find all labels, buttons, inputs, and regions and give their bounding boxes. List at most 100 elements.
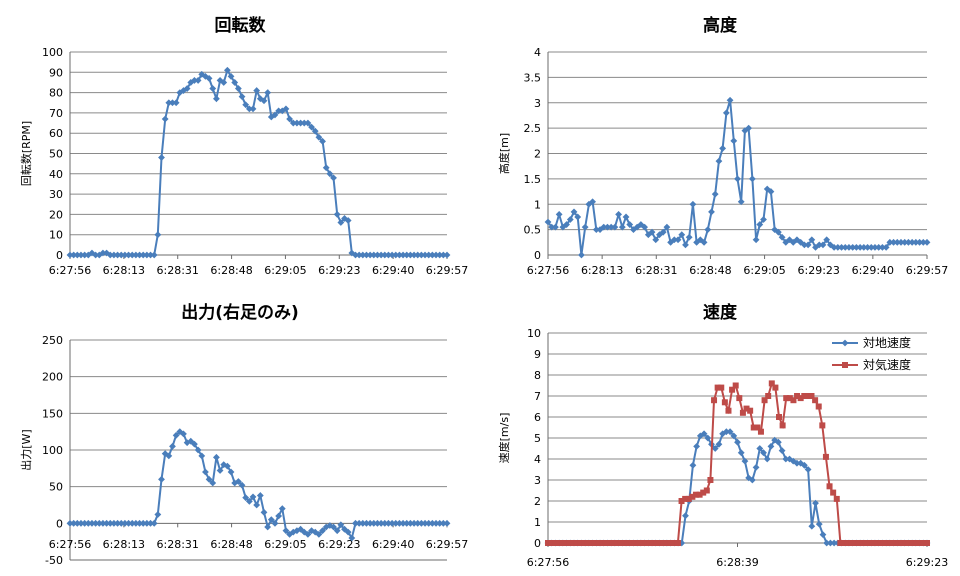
- power-series-0-point: [136, 519, 143, 527]
- rpm-series-0-point: [220, 79, 228, 86]
- speed-series-0-point: [826, 539, 834, 547]
- power-chart: 出力(右足のみ) -50 0 50 100 150 200 250 6:27:56 6:28:13…: [19, 302, 468, 567]
- power-series-0-point: [330, 523, 337, 531]
- rpm-series-0-point: [77, 251, 85, 259]
- alt-series-0-point: [734, 175, 741, 183]
- speed-ytick-label: 0: [534, 537, 541, 550]
- speed-xtick-label: 6:27:56: [527, 556, 569, 569]
- alt-series-0-point: [685, 233, 693, 241]
- power-series-0-point: [114, 519, 121, 527]
- alt-series-0-point: [745, 124, 753, 132]
- speed-series-1-point: [822, 453, 829, 460]
- speed-series-1-point: [898, 540, 905, 546]
- alt-series-0-point: [615, 211, 622, 218]
- speed-series-0-point: [808, 522, 816, 530]
- speed-series-1-point: [584, 540, 591, 546]
- rpm-y-axis-label: 回転数[RPM]: [20, 121, 33, 186]
- rpm-series-0-point: [191, 77, 198, 84]
- power-series-0-point: [191, 440, 198, 448]
- rpm-series-0-point: [439, 251, 447, 259]
- speed-series-1-point: [678, 498, 685, 504]
- speed-series-1-point: [635, 540, 642, 546]
- power-xtick-label: 6:28:48: [210, 538, 252, 551]
- rpm-ytick-label: 50: [49, 148, 63, 161]
- speed-chart: 速度 0 1 2 3 4 5 6 7 8 9 10 6:27:56 6:28:39 6:29:23 速度[m/…: [497, 302, 948, 569]
- alt-series-0-point: [871, 243, 879, 251]
- alt-series-0-point: [901, 238, 909, 246]
- alt-y-axis-label: 高度[m]: [497, 133, 511, 174]
- alt-series-0-point: [916, 238, 923, 246]
- speed-series-1-point: [617, 540, 624, 546]
- alt-series-0-point: [730, 137, 738, 145]
- speed-series-0-point: [730, 432, 738, 440]
- rpm-xtick-label: 6:28:31: [157, 264, 199, 277]
- rpm-series-0-point: [421, 251, 429, 259]
- alt-ytick-label: 0: [534, 249, 541, 262]
- speed-series-1-point: [797, 395, 804, 402]
- speed-series-1-point: [855, 540, 862, 546]
- power-ytick-label: -50: [45, 554, 63, 567]
- speed-series-1-point: [848, 540, 855, 546]
- power-series-0-point: [66, 519, 74, 527]
- speed-series-1-point: [732, 382, 739, 389]
- power-series-0-point: [388, 519, 396, 527]
- speed-series-0-point: [819, 531, 827, 538]
- speed-series-1-point: [768, 380, 775, 387]
- rpm-series-0-point: [355, 251, 363, 259]
- alt-series-0-point: [711, 190, 719, 198]
- speed-series-1-point: [588, 540, 595, 546]
- rpm-series-0-point: [326, 170, 334, 178]
- power-series-0-point: [150, 519, 158, 527]
- rpm-series-0-point: [66, 251, 74, 259]
- speed-legend-marker: [841, 339, 849, 347]
- power-series-0-point: [158, 475, 165, 483]
- alt-series-0-point: [726, 96, 734, 104]
- alt-series-0-point: [774, 228, 782, 236]
- alt-title: 高度: [703, 15, 738, 36]
- speed-series-0-point: [800, 461, 808, 469]
- speed-series-1-point: [844, 540, 851, 546]
- speed-series-1-point: [700, 489, 707, 496]
- speed-series-0-point: [737, 449, 745, 457]
- speed-series-1-point: [877, 540, 884, 546]
- rpm-series-0-point: [147, 251, 154, 259]
- power-ytick-label: 250: [42, 334, 63, 347]
- rpm-series-0-point: [198, 70, 206, 78]
- power-series-0-point: [147, 519, 154, 527]
- alt-series-0-point: [682, 241, 689, 249]
- alt-series-0-point: [893, 238, 901, 246]
- speed-series-1-point: [920, 540, 927, 546]
- rpm-series-0-point: [245, 105, 253, 113]
- speed-series-1-point: [692, 491, 699, 498]
- power-series-0-point: [326, 522, 334, 529]
- speed-series-1-point: [707, 477, 714, 483]
- power-series-0-point: [337, 521, 345, 529]
- rpm-series-0-point: [121, 251, 129, 259]
- speed-series-1-point: [599, 540, 606, 546]
- speed-series-1-point: [613, 540, 620, 546]
- alt-series-0-point: [604, 223, 611, 231]
- power-series-0-point: [443, 519, 451, 527]
- alt-series-0-point: [704, 226, 712, 234]
- speed-series-1-point: [703, 487, 710, 494]
- power-xtick-label: 6:29:23: [318, 538, 360, 551]
- power-series-0-point: [377, 519, 385, 527]
- alt-series-0-point: [626, 221, 634, 228]
- rpm-xtick-label: 6:29:40: [372, 264, 414, 277]
- speed-series-1-point: [552, 540, 559, 546]
- rpm-series-0-point: [125, 251, 132, 259]
- power-series-0-point: [209, 479, 217, 487]
- power-series-0-point: [132, 519, 140, 527]
- rpm-series-0-point: [110, 251, 118, 259]
- alt-ytick-label: 4: [534, 46, 541, 59]
- alt-series-0-point: [641, 223, 649, 231]
- speed-series-1-point: [563, 540, 570, 546]
- power-series-0-point: [370, 519, 378, 527]
- power-series-0-point: [264, 523, 272, 531]
- rpm-series-0-point: [436, 251, 444, 259]
- power-series-0-point: [271, 519, 279, 527]
- speed-series-0-point: [782, 455, 790, 463]
- power-ytick-label: 50: [49, 481, 63, 494]
- power-series-0-point: [216, 467, 224, 474]
